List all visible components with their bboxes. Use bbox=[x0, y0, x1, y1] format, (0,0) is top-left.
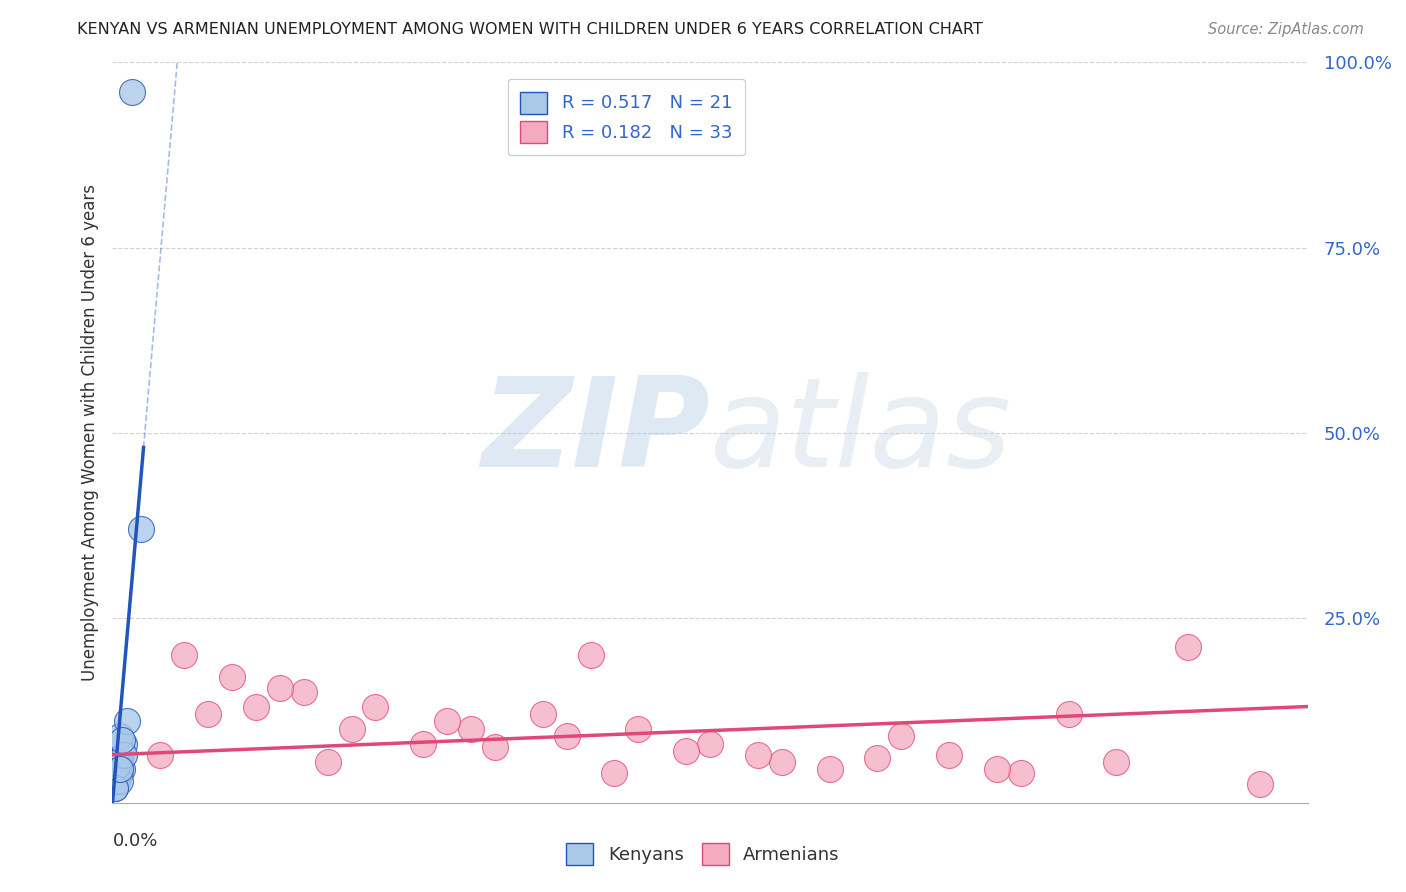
Point bbox=[938, 747, 960, 762]
Point bbox=[579, 648, 602, 662]
Point bbox=[221, 670, 243, 684]
Point bbox=[108, 763, 131, 777]
Point bbox=[173, 648, 195, 662]
Point bbox=[460, 722, 482, 736]
Legend: R = 0.517   N = 21, R = 0.182   N = 33: R = 0.517 N = 21, R = 0.182 N = 33 bbox=[508, 78, 745, 155]
Point bbox=[555, 729, 578, 743]
Point bbox=[627, 722, 650, 736]
Point bbox=[292, 685, 315, 699]
Text: 0.0%: 0.0% bbox=[112, 832, 157, 850]
Point bbox=[699, 737, 721, 751]
Point bbox=[149, 747, 172, 762]
Point bbox=[316, 755, 339, 769]
Point bbox=[1105, 755, 1128, 769]
Point bbox=[1177, 640, 1199, 655]
Point bbox=[1010, 766, 1032, 780]
Point bbox=[675, 744, 697, 758]
Point bbox=[747, 747, 769, 762]
Point bbox=[866, 751, 889, 765]
Point bbox=[340, 722, 363, 736]
Point bbox=[105, 758, 128, 772]
Text: Source: ZipAtlas.com: Source: ZipAtlas.com bbox=[1208, 22, 1364, 37]
Point bbox=[269, 681, 291, 695]
Point bbox=[1057, 706, 1080, 721]
Point bbox=[108, 773, 131, 788]
Point bbox=[1249, 777, 1271, 791]
Point bbox=[986, 763, 1008, 777]
Point bbox=[104, 773, 127, 788]
Text: KENYAN VS ARMENIAN UNEMPLOYMENT AMONG WOMEN WITH CHILDREN UNDER 6 YEARS CORRELAT: KENYAN VS ARMENIAN UNEMPLOYMENT AMONG WO… bbox=[77, 22, 983, 37]
Point bbox=[108, 755, 131, 769]
Point bbox=[104, 780, 127, 795]
Y-axis label: Unemployment Among Women with Children Under 6 years: Unemployment Among Women with Children U… bbox=[80, 184, 98, 681]
Point bbox=[436, 714, 458, 729]
Point bbox=[484, 740, 506, 755]
Point bbox=[412, 737, 434, 751]
Point bbox=[108, 755, 131, 769]
Text: ZIP: ZIP bbox=[481, 372, 710, 493]
Legend: Kenyans, Armenians: Kenyans, Armenians bbox=[557, 834, 849, 874]
Point bbox=[890, 729, 912, 743]
Point bbox=[818, 763, 841, 777]
Point bbox=[105, 766, 128, 780]
Point bbox=[770, 755, 793, 769]
Point bbox=[364, 699, 387, 714]
Point bbox=[531, 706, 554, 721]
Point bbox=[115, 714, 138, 729]
Point bbox=[114, 747, 135, 762]
Point bbox=[108, 766, 131, 780]
Point bbox=[197, 706, 219, 721]
Point bbox=[105, 773, 128, 788]
Point bbox=[129, 522, 152, 536]
Point bbox=[245, 699, 267, 714]
Point bbox=[121, 85, 143, 99]
Point bbox=[603, 766, 626, 780]
Text: atlas: atlas bbox=[710, 372, 1012, 493]
Point bbox=[114, 737, 135, 751]
Point bbox=[111, 744, 134, 758]
Point bbox=[104, 780, 127, 795]
Point bbox=[108, 729, 131, 743]
Point bbox=[111, 763, 134, 777]
Point bbox=[111, 732, 134, 747]
Point bbox=[105, 755, 128, 769]
